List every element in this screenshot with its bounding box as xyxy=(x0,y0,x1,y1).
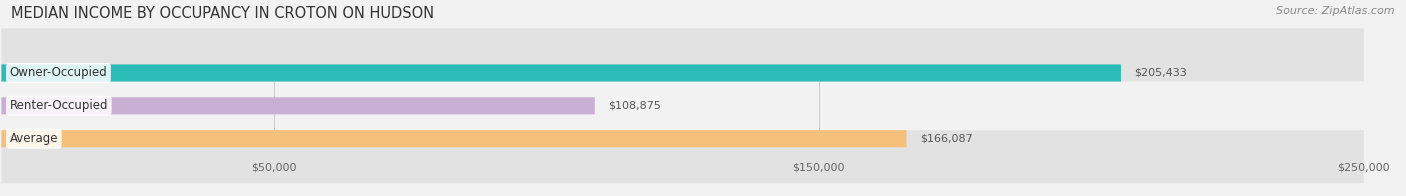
Text: $166,087: $166,087 xyxy=(920,134,973,144)
Text: Renter-Occupied: Renter-Occupied xyxy=(10,99,108,112)
FancyBboxPatch shape xyxy=(1,28,1364,81)
Text: Average: Average xyxy=(10,132,58,145)
Text: MEDIAN INCOME BY OCCUPANCY IN CROTON ON HUDSON: MEDIAN INCOME BY OCCUPANCY IN CROTON ON … xyxy=(11,6,434,21)
Text: $108,875: $108,875 xyxy=(609,101,661,111)
Text: $205,433: $205,433 xyxy=(1135,68,1187,78)
FancyBboxPatch shape xyxy=(1,130,907,147)
FancyBboxPatch shape xyxy=(1,97,595,114)
Text: Source: ZipAtlas.com: Source: ZipAtlas.com xyxy=(1277,6,1395,16)
FancyBboxPatch shape xyxy=(1,130,1364,183)
Text: Owner-Occupied: Owner-Occupied xyxy=(10,66,107,79)
FancyBboxPatch shape xyxy=(1,64,1121,82)
